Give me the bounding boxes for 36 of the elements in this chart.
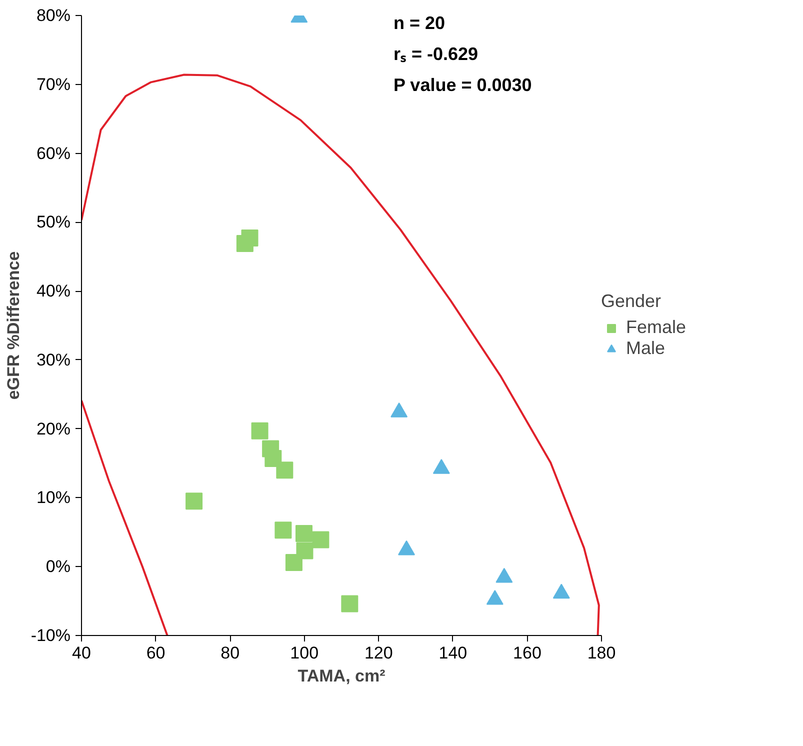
x-tick-label: 160 <box>513 644 542 662</box>
annotation: P value = 0.0030 <box>394 74 532 95</box>
x-tick-label: 140 <box>438 644 468 662</box>
y-tick-label: 70% <box>36 74 71 94</box>
point <box>312 531 330 548</box>
y-tick-label: 60% <box>36 144 71 163</box>
y-tick-label: 30% <box>36 350 71 370</box>
point <box>341 595 358 612</box>
legend-label: Female <box>626 317 686 338</box>
annotation: rₛ = -0.629 <box>394 44 478 64</box>
point <box>186 492 203 510</box>
y-tick-label: 80% <box>36 6 71 25</box>
y-tick-label: 0% <box>46 557 71 576</box>
point <box>274 522 292 539</box>
point <box>296 542 314 560</box>
x-tick-label: 60 <box>146 644 166 662</box>
x-tick-label: 120 <box>364 644 393 662</box>
y-tick-label: 10% <box>36 488 71 508</box>
x-axis-title: TAMA, cm² <box>298 666 386 686</box>
point <box>241 230 258 247</box>
point <box>295 525 312 542</box>
legend-label: Male <box>626 338 666 359</box>
y-tick-label: 40% <box>36 282 71 301</box>
y-tick-label: 50% <box>36 212 71 232</box>
point <box>251 422 268 440</box>
annotation: n = 20 <box>394 12 446 33</box>
x-tick-label: 180 <box>587 644 616 662</box>
point <box>276 462 294 479</box>
y-tick-label: -10% <box>30 626 70 645</box>
y-axis-title: eGFR %Difference <box>4 251 23 400</box>
legend-title: Gender <box>601 291 662 312</box>
x-tick-label: 80 <box>220 644 240 662</box>
x-tick-label: 100 <box>290 644 319 662</box>
x-tick-label: 40 <box>72 644 91 662</box>
y-tick-label: 20% <box>36 419 71 438</box>
point <box>264 450 282 467</box>
